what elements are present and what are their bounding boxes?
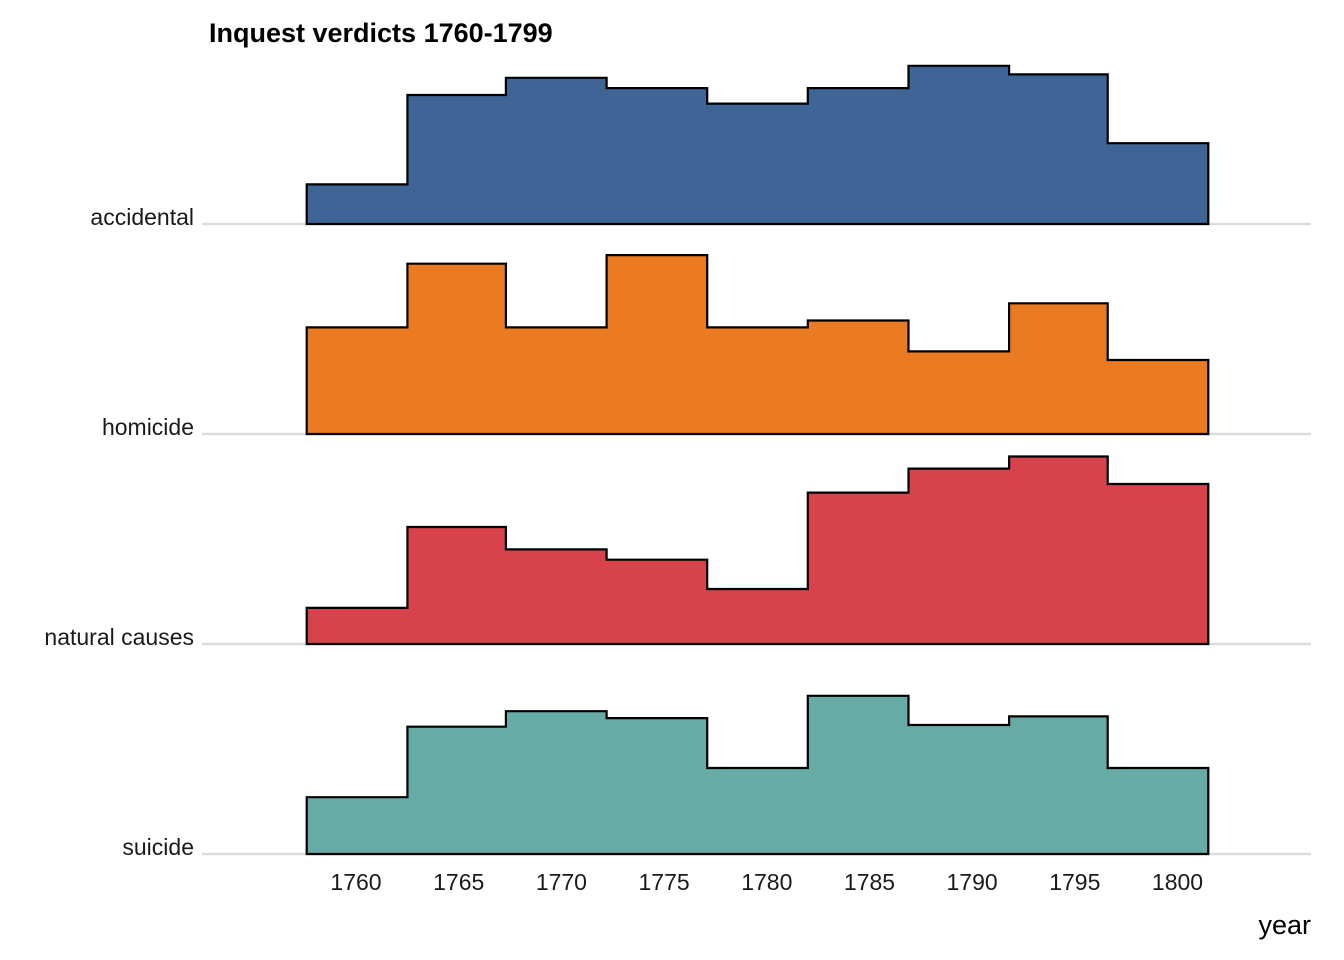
chart-title: Inquest verdicts 1760-1799	[209, 18, 553, 48]
ridge-natural-causes	[305, 455, 1210, 646]
y-label-accidental: accidental	[90, 204, 194, 230]
ridge-accidental	[305, 64, 1210, 226]
x-tick-label: 1765	[433, 869, 484, 895]
y-axis-labels: accidental homicide natural causes suicide	[44, 204, 194, 860]
x-tick-label: 1785	[844, 869, 895, 895]
x-tick-label: 1795	[1049, 869, 1100, 895]
x-axis-title: year	[1258, 910, 1311, 940]
x-tick-label: 1790	[947, 869, 998, 895]
x-axis-ticks: 1760 1765 1770 1775 1780 1785 1790 1795 1800	[330, 869, 1203, 895]
x-tick-label: 1775	[639, 869, 690, 895]
y-label-natural-causes: natural causes	[44, 624, 194, 650]
x-tick-label: 1780	[741, 869, 792, 895]
x-tick-label: 1770	[536, 869, 587, 895]
ridges	[305, 64, 1210, 856]
x-tick-label: 1760	[330, 869, 381, 895]
ridge-suicide	[305, 694, 1210, 856]
x-tick-label: 1800	[1152, 869, 1203, 895]
y-label-suicide: suicide	[122, 834, 194, 860]
ridge-homicide	[305, 254, 1210, 436]
y-label-homicide: homicide	[102, 414, 194, 440]
